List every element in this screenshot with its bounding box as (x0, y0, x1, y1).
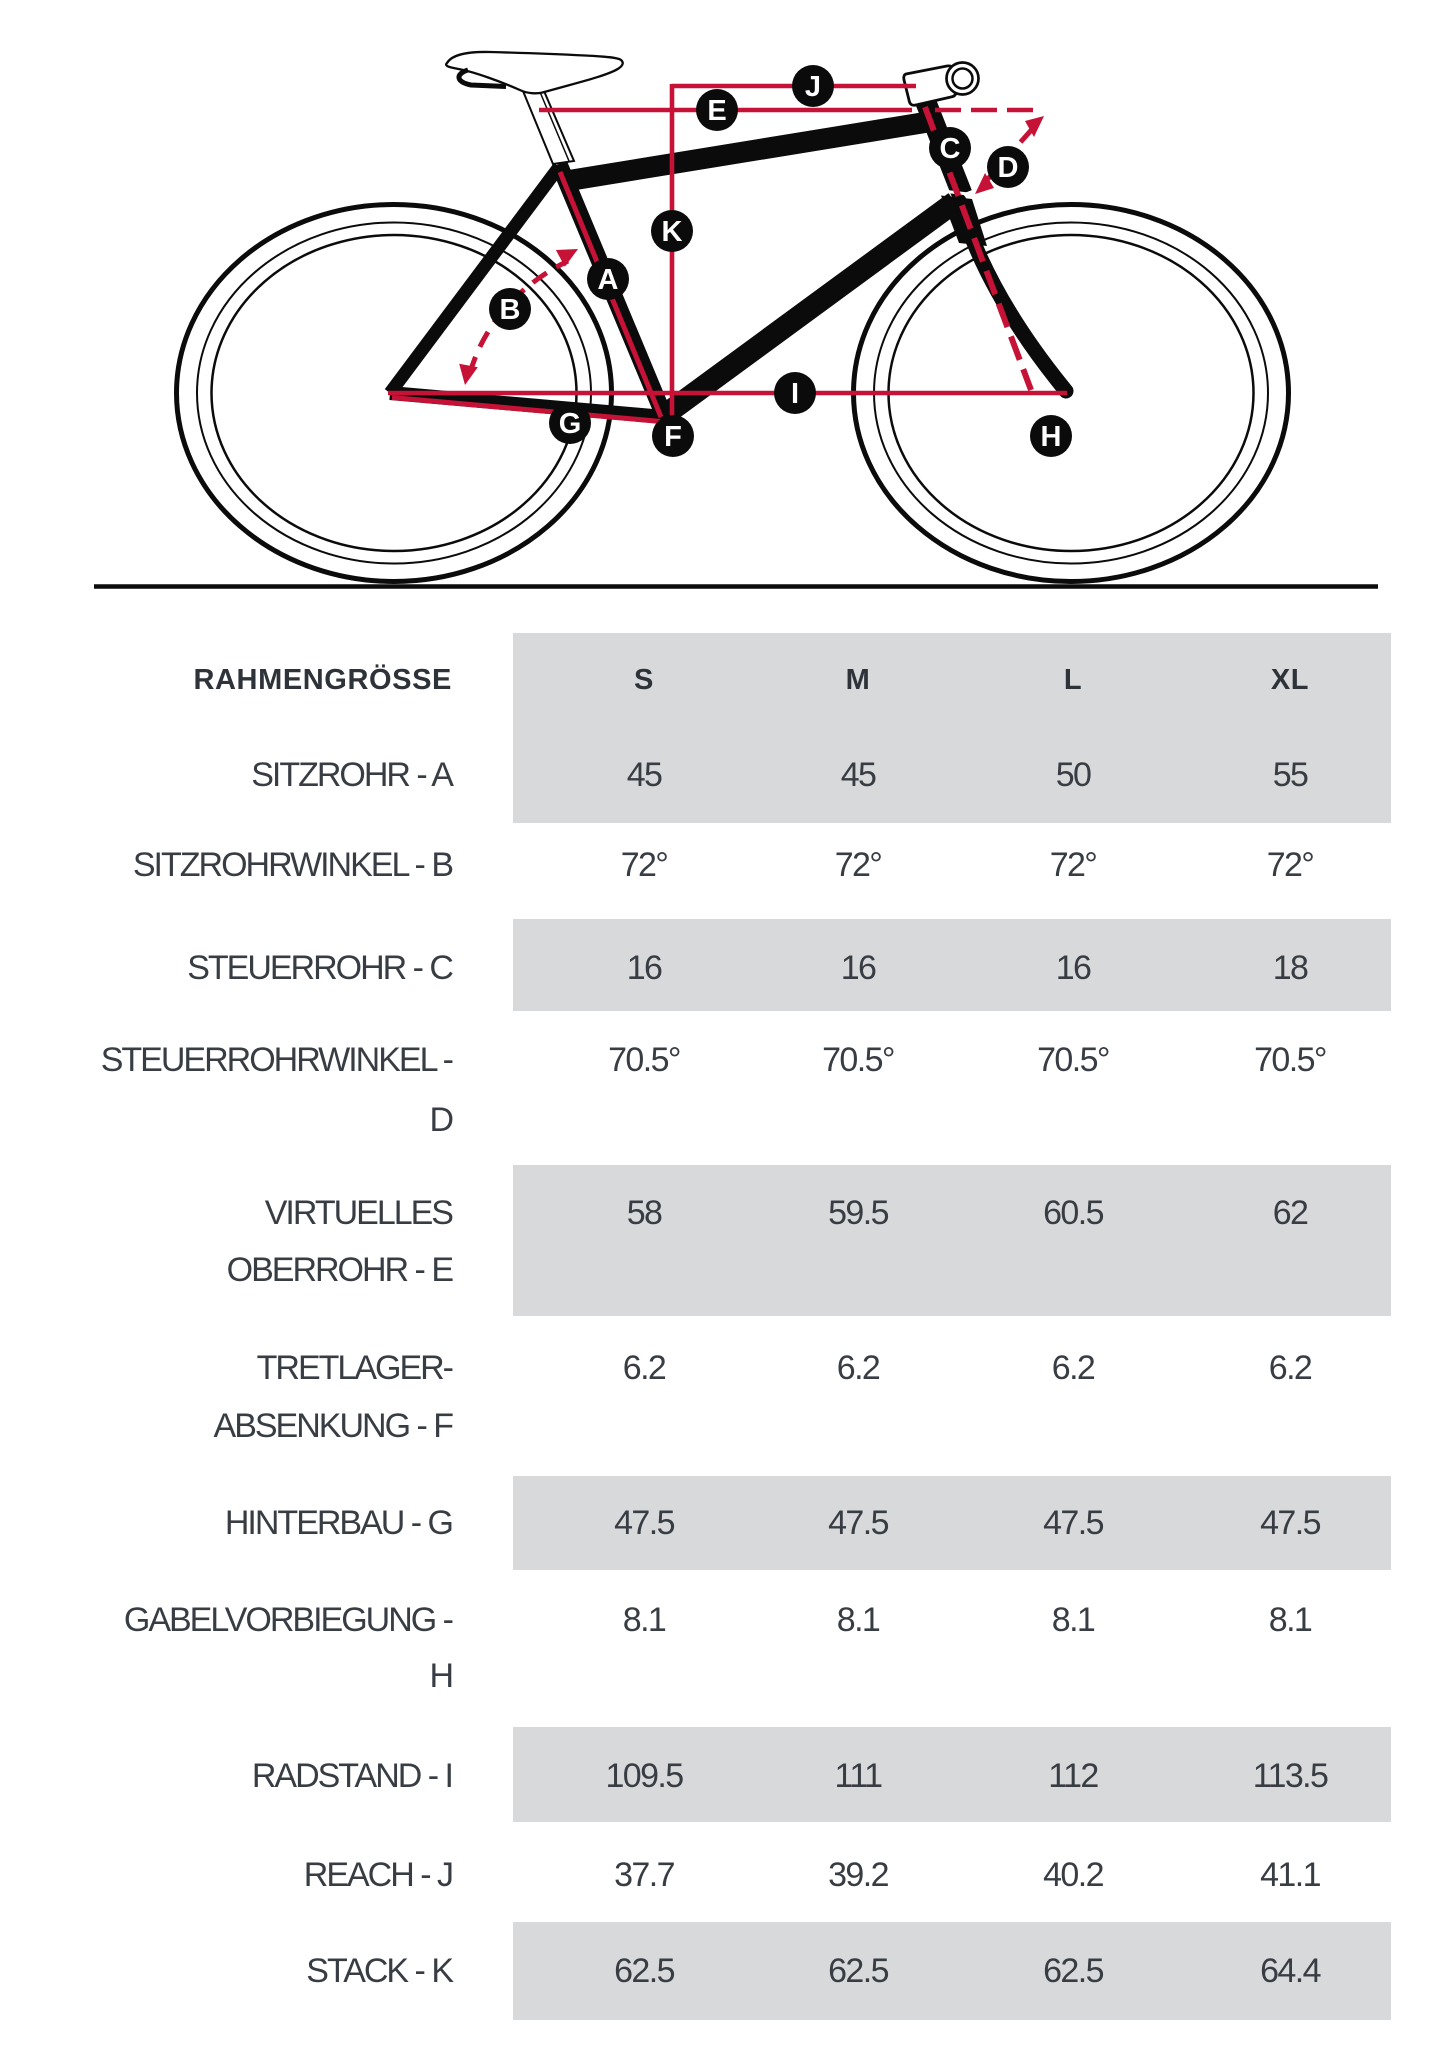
svg-text:E: E (707, 95, 726, 127)
svg-text:J: J (805, 71, 821, 103)
svg-text:A: A (598, 264, 619, 296)
svg-text:C: C (940, 133, 961, 165)
svg-text:G: G (559, 408, 582, 440)
svg-text:I: I (791, 378, 799, 410)
svg-text:F: F (664, 421, 682, 453)
svg-text:H: H (1041, 421, 1062, 453)
svg-text:D: D (998, 152, 1019, 184)
svg-text:B: B (500, 294, 521, 326)
svg-text:K: K (662, 216, 683, 248)
